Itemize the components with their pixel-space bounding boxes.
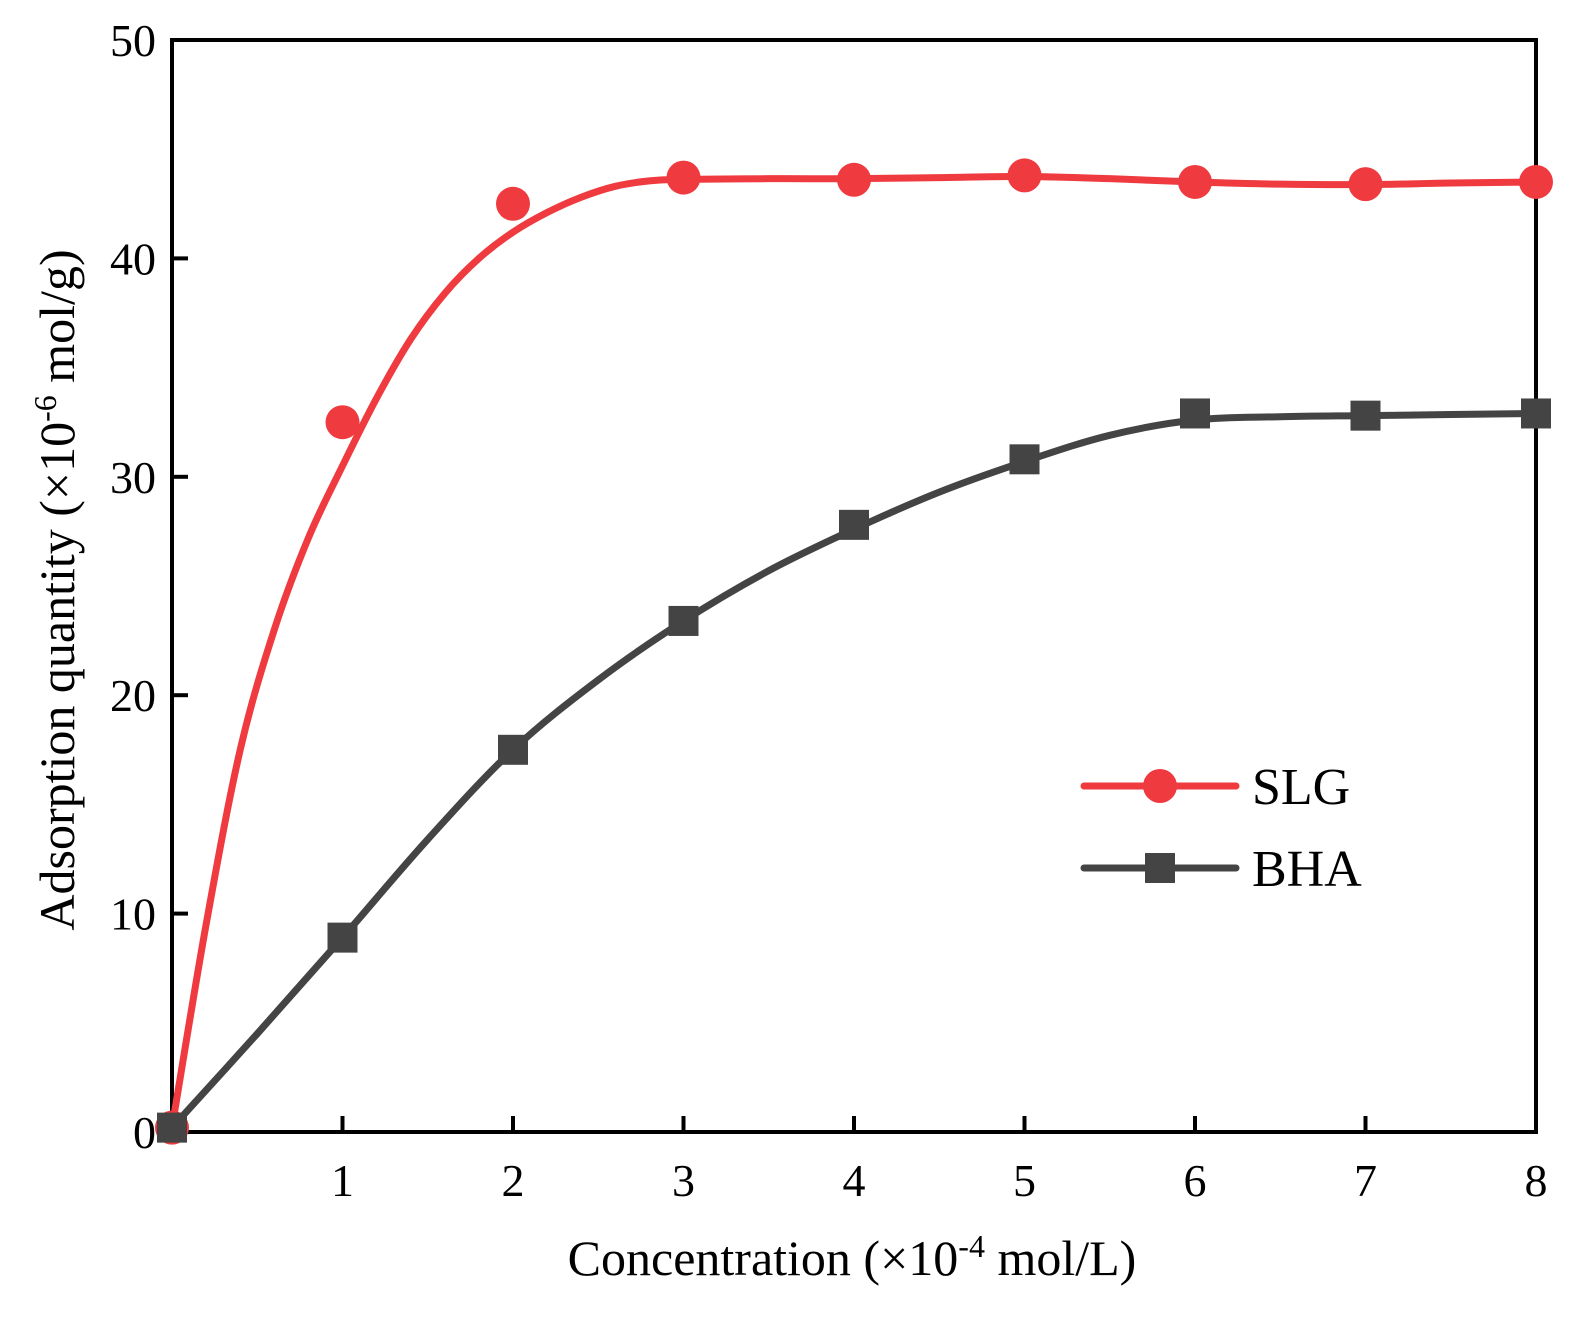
- data-point: [1521, 398, 1551, 429]
- data-point: [1348, 167, 1383, 202]
- x-axis: 1 2 3 4 5 6 7 8: [331, 1116, 1548, 1206]
- x-tick-label: 4: [843, 1155, 866, 1206]
- x-tick-label: 2: [502, 1155, 525, 1206]
- series-slg: [155, 158, 1553, 1145]
- y-tick-label: 50: [110, 15, 156, 66]
- data-point: [157, 1112, 187, 1143]
- data-point: [839, 509, 869, 540]
- series-bha: [157, 398, 1551, 1143]
- data-point: [1180, 398, 1210, 429]
- y-axis-title-exponent: -6: [27, 395, 63, 422]
- y-axis-title: Adsorption quantity (×10-6 mol/g): [27, 249, 85, 930]
- y-tick-label: 0: [133, 1107, 156, 1158]
- plot-frame: [170, 38, 1538, 1134]
- data-point: [1009, 444, 1040, 475]
- series-line-slg: [168, 172, 1540, 1132]
- y-tick-label: 40: [110, 233, 156, 284]
- legend-item: SLG: [1080, 759, 1350, 816]
- y-tick-label: 10: [110, 889, 156, 940]
- data-point: [496, 186, 530, 221]
- series-line-bha: [168, 409, 1540, 1132]
- x-tick-label: 8: [1525, 1155, 1548, 1206]
- legend-item: BHA: [1080, 841, 1362, 898]
- x-tick-label: 6: [1184, 1155, 1207, 1206]
- x-tick-label: 1: [331, 1155, 354, 1206]
- legend: SLG BHA: [1080, 759, 1362, 898]
- x-tick-label: 3: [672, 1155, 695, 1206]
- y-tick-label: 20: [110, 670, 156, 721]
- data-point: [1178, 164, 1212, 199]
- data-point: [1519, 164, 1553, 199]
- legend-label: BHA: [1252, 841, 1362, 898]
- data-point: [498, 734, 528, 765]
- legend-label: SLG: [1252, 759, 1350, 816]
- data-point: [668, 605, 699, 636]
- data-point: [1350, 400, 1381, 431]
- y-axis: 0 10 20 30 40 50: [110, 15, 188, 1158]
- x-axis-title: Concentration (×10-4 mol/L): [568, 1228, 1137, 1286]
- data-point: [327, 922, 358, 953]
- data-point: [837, 162, 871, 197]
- data-point: [666, 160, 701, 195]
- y-tick-label: 30: [110, 452, 156, 503]
- series-layer: [155, 158, 1553, 1145]
- legend-marker: [1145, 853, 1175, 883]
- x-axis-title-exponent: -4: [958, 1228, 985, 1264]
- data-point: [325, 405, 360, 440]
- x-tick-label: 7: [1354, 1155, 1377, 1206]
- legend-marker: [1143, 769, 1177, 803]
- x-tick-label: 5: [1013, 1155, 1036, 1206]
- data-point: [1007, 158, 1042, 193]
